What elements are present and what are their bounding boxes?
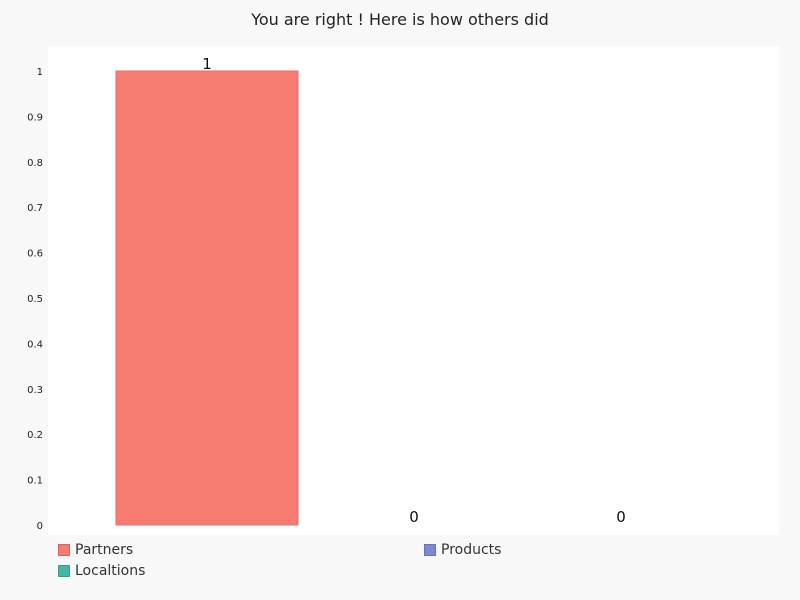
- y-tick-label: 1: [37, 67, 43, 78]
- legend-item-locations[interactable]: Localtions: [58, 563, 145, 579]
- legend-item-partners[interactable]: Partners: [58, 542, 133, 558]
- y-tick-label: 0.3: [27, 385, 43, 396]
- legend-label-locations: Localtions: [75, 563, 146, 579]
- legend-swatch-partners: [58, 544, 70, 556]
- legend-swatch-products: [424, 544, 436, 556]
- bar-value-label: 0: [409, 508, 419, 526]
- legend-swatch-locations: [58, 565, 70, 577]
- bar-labels: 1 0 0: [202, 55, 626, 526]
- y-tick-label: 0.8: [27, 158, 43, 169]
- y-tick-label: 0.7: [27, 203, 43, 214]
- y-tick-label: 0.9: [27, 112, 43, 123]
- y-tick-label: 0.2: [27, 430, 43, 441]
- bars: [115, 70, 299, 526]
- bar-value-label: 0: [616, 508, 626, 526]
- y-tick-label: 0.1: [27, 476, 43, 487]
- legend-item-products[interactable]: Products: [424, 542, 501, 558]
- legend-label-products: Products: [441, 542, 502, 558]
- y-tick-label: 0.4: [27, 339, 43, 350]
- bar-value-label: 1: [202, 55, 212, 73]
- y-axis-ticks: 0 0.1 0.2 0.3 0.4 0.5 0.6 0.7 0.8 0.9 1: [27, 67, 43, 532]
- y-tick-label: 0: [37, 521, 43, 532]
- y-tick-label: 0.6: [27, 249, 43, 260]
- legend: Partners Products Localtions: [58, 542, 778, 590]
- bar-partners[interactable]: [115, 70, 299, 526]
- y-tick-label: 0.5: [27, 294, 43, 305]
- legend-label-partners: Partners: [75, 542, 134, 558]
- chart-title: You are right ! Here is how others did: [251, 10, 549, 29]
